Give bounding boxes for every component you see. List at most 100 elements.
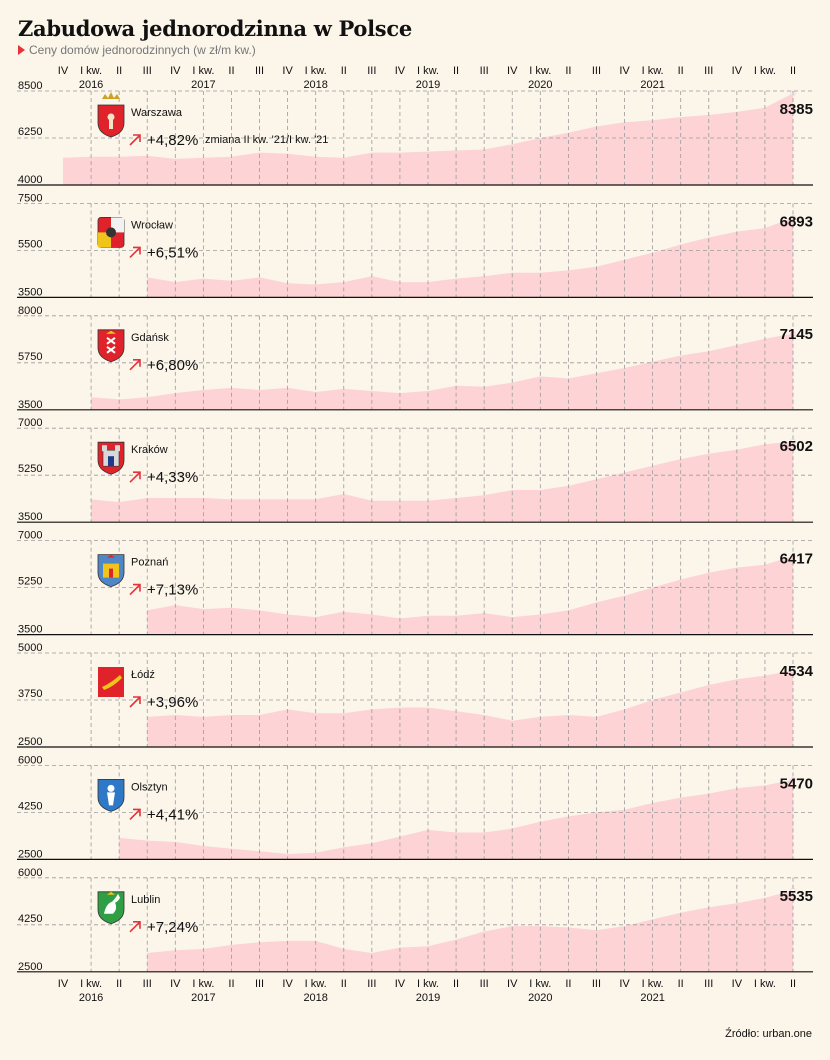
- crown-shape: [106, 330, 116, 334]
- y-tick-label: 3500: [18, 511, 42, 523]
- arrow-shape: [129, 359, 141, 371]
- change-label: +6,51%: [147, 244, 198, 261]
- olsztyn-coat-of-arms-icon: [97, 779, 125, 812]
- x-tick-label: III: [143, 65, 152, 77]
- city-name: Poznań: [131, 557, 168, 569]
- change-label: +4,82%: [147, 132, 198, 149]
- x-year-label: 2016: [79, 992, 103, 1004]
- last-value-label: 5535: [780, 888, 813, 905]
- arrow-up-right-icon: [129, 808, 141, 820]
- series-area: [147, 670, 793, 747]
- page-title: Zabudowa jednorodzinna w Polsce: [18, 16, 412, 41]
- x-tick-label: I kw.: [305, 65, 327, 77]
- x-tick-label: IV: [395, 65, 406, 77]
- arrow-shape: [129, 808, 141, 820]
- subtitle-text: Ceny domów jednorodzinnych (w zł/m kw.): [29, 43, 256, 57]
- x-tick-label: IV: [395, 978, 406, 990]
- x-tick-label: IV: [58, 978, 69, 990]
- city-name: Lublin: [131, 894, 160, 906]
- y-tick-label: 3750: [18, 688, 42, 700]
- x-tick-label: IV: [732, 978, 743, 990]
- tower-shape: [115, 445, 120, 452]
- arrow-shape: [129, 921, 141, 933]
- y-tick-label: 4000: [18, 174, 42, 186]
- x-tick-label: II: [453, 65, 459, 77]
- x-tick-label: II: [678, 65, 684, 77]
- x-tick-label: II: [116, 978, 122, 990]
- change-label: +6,80%: [147, 357, 198, 374]
- change-note: zmiana II kw. '21/I kw. '21: [205, 134, 328, 146]
- x-tick-label: IV: [282, 65, 293, 77]
- change-label: +7,13%: [147, 582, 198, 599]
- arrow-up-right-icon: [129, 583, 141, 596]
- change-label: +4,33%: [147, 469, 198, 486]
- arrow-up-right-icon: [129, 359, 141, 371]
- arrow-up-right-icon: [129, 134, 141, 146]
- x-tick-label: I kw.: [417, 65, 439, 77]
- y-tick-label: 5750: [18, 351, 42, 363]
- figure-shape: [107, 113, 115, 121]
- series-area: [91, 333, 794, 410]
- gate-shape: [108, 456, 114, 467]
- x-tick-label: I kw.: [305, 978, 327, 990]
- x-year-label: 2020: [528, 79, 552, 91]
- y-tick-label: 6250: [18, 126, 42, 138]
- last-value-label: 6893: [780, 213, 813, 230]
- x-tick-label: II: [678, 978, 684, 990]
- last-value-label: 8385: [780, 101, 813, 118]
- y-tick-label: 3500: [18, 399, 42, 411]
- x-tick-label: II: [565, 65, 571, 77]
- city-name: Łódź: [131, 669, 155, 681]
- x-year-label: 2017: [191, 79, 215, 91]
- x-tick-label: II: [341, 65, 347, 77]
- marker-triangle-icon: [18, 45, 25, 55]
- y-tick-label: 3500: [18, 286, 42, 298]
- warszawa-coat-of-arms-icon: [97, 92, 125, 138]
- figure-shape: [109, 120, 113, 129]
- last-value-label: 6417: [780, 551, 813, 568]
- x-tick-label: I kw.: [642, 65, 664, 77]
- y-tick-label: 7500: [18, 192, 42, 204]
- poznan-coat-of-arms-icon: [97, 554, 125, 588]
- y-tick-label: 2500: [18, 848, 42, 860]
- series-area: [147, 890, 793, 972]
- arrow-up-right-icon: [129, 696, 141, 708]
- x-tick-label: I kw.: [754, 978, 776, 990]
- last-value-label: 4534: [780, 663, 814, 680]
- x-tick-label: II: [228, 978, 234, 990]
- x-tick-label: I kw.: [80, 65, 102, 77]
- x-tick-label: I kw.: [754, 65, 776, 77]
- x-tick-label: III: [255, 65, 264, 77]
- x-tick-label: I kw.: [642, 978, 664, 990]
- shield-shape: [97, 329, 125, 363]
- city-name: Wrocław: [131, 219, 173, 231]
- x-year-label: 2019: [416, 992, 440, 1004]
- x-tick-label: III: [480, 65, 489, 77]
- series-area: [91, 441, 794, 523]
- panel-7: 2500 4250 6000 5470 Olsztyn +4,41%: [17, 754, 813, 860]
- y-tick-label: 3500: [18, 624, 42, 636]
- change-label: +3,96%: [147, 694, 198, 711]
- x-tick-label: II: [565, 978, 571, 990]
- x-year-label: 2019: [416, 79, 440, 91]
- y-tick-label: 7000: [18, 530, 42, 542]
- x-tick-label: III: [367, 65, 376, 77]
- crown-shape: [102, 92, 120, 99]
- x-tick-label: IV: [732, 65, 743, 77]
- x-year-label: 2016: [79, 79, 103, 91]
- panel-5: 3500 5250 7000 6417 Poznań +7,13%: [17, 530, 813, 636]
- city-name: Olsztyn: [131, 781, 168, 793]
- x-tick-label: III: [255, 978, 264, 990]
- y-tick-label: 4250: [18, 800, 42, 812]
- krakow-coat-of-arms-icon: [97, 441, 125, 475]
- x-tick-label: II: [228, 65, 234, 77]
- x-axis-bottom: IV I kw. II III IV I kw. II III IV I kw. II III IV I …: [58, 978, 796, 1004]
- x-tick-label: III: [704, 65, 713, 77]
- y-tick-label: 5250: [18, 576, 42, 588]
- x-tick-label: I kw.: [417, 978, 439, 990]
- last-value-label: 5470: [780, 775, 813, 792]
- figure-shape: [107, 784, 115, 792]
- lodz-coat-of-arms-icon: [98, 667, 124, 697]
- x-tick-label: I kw.: [529, 978, 551, 990]
